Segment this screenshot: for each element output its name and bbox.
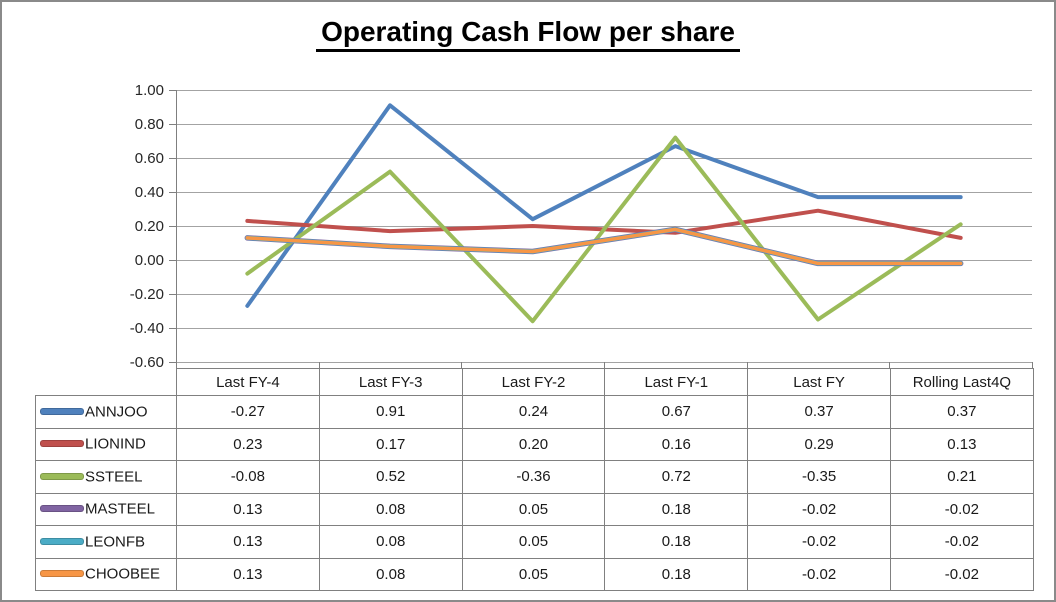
legend-cell-masteel: MASTEEL — [35, 492, 177, 526]
value-cell: 0.20 — [461, 427, 606, 461]
value-cell: 0.67 — [604, 395, 749, 429]
data-table: Last FY-4 Last FY-3 Last FY-2 Last FY-1 Last… — [35, 368, 1034, 591]
value-cell: 0.16 — [604, 427, 749, 461]
value-cell: 0.05 — [461, 557, 606, 591]
value-cell: -0.36 — [461, 460, 606, 494]
series-line-choobee — [245, 227, 963, 266]
value-cell: -0.35 — [747, 460, 891, 494]
series-line-annjoo — [245, 103, 963, 308]
value-cell: 0.13 — [176, 525, 320, 559]
value-cell: 0.37 — [889, 395, 1034, 429]
y-axis-tick-label: 0.40 — [134, 183, 164, 201]
value-cell: 0.29 — [747, 427, 891, 461]
series-name-label: LIONIND — [85, 436, 146, 454]
series-line-lionind — [245, 208, 963, 240]
title-container: Operating Cash Flow per share — [2, 16, 1054, 53]
table-row: LEONFB 0.13 0.08 0.05 0.18 -0.02 -0.02 — [35, 525, 1034, 559]
legend-cell-annjoo: ANNJOO — [35, 395, 177, 429]
legend-cell-ssteel: SSTEEL — [35, 460, 177, 494]
value-cell: -0.27 — [176, 395, 320, 429]
value-cell: -0.02 — [747, 492, 891, 526]
y-axis-tick-label: 0.20 — [134, 217, 164, 235]
value-cell: 0.13 — [176, 492, 320, 526]
value-cell: -0.02 — [747, 525, 891, 559]
value-cell: 0.91 — [318, 395, 463, 429]
value-cell: 0.23 — [176, 427, 320, 461]
value-cell: 0.08 — [318, 557, 463, 591]
value-cell: 0.72 — [604, 460, 749, 494]
value-cell: -0.02 — [889, 492, 1034, 526]
series-name-label: ANNJOO — [85, 403, 148, 421]
value-cell: -0.02 — [889, 557, 1034, 591]
table-row: SSTEEL -0.08 0.52 -0.36 0.72 -0.35 0.21 — [35, 460, 1034, 494]
series-name-label: LEONFB — [85, 533, 146, 551]
y-axis-tick-label: -0.60 — [129, 353, 164, 371]
legend-line-swatch-icon — [40, 570, 84, 578]
series-line-ssteel — [245, 135, 963, 324]
value-cell: 0.13 — [889, 427, 1034, 461]
y-axis-tick-label: 0.80 — [134, 115, 164, 133]
category-header-cell: Last FY — [747, 368, 891, 396]
y-axis-tick-label: -0.40 — [129, 319, 164, 337]
legend-line-swatch-icon — [40, 505, 84, 513]
y-axis-tick-label: 0.60 — [134, 149, 164, 167]
table-row: MASTEEL 0.13 0.08 0.05 0.18 -0.02 -0.02 — [35, 492, 1034, 526]
category-header-cell: Last FY-2 — [461, 368, 606, 396]
category-header-cell: Last FY-1 — [604, 368, 749, 396]
value-cell: 0.21 — [889, 460, 1034, 494]
legend-cell-choobee: CHOOBEE — [35, 557, 177, 591]
legend-line-swatch-icon — [40, 440, 84, 448]
value-cell: 0.52 — [318, 460, 463, 494]
legend-line-swatch-icon — [40, 537, 84, 545]
category-header-cell: Rolling Last4Q — [889, 368, 1034, 396]
value-cell: 0.18 — [604, 557, 749, 591]
value-cell: 0.24 — [461, 395, 606, 429]
table-header-row: Last FY-4 Last FY-3 Last FY-2 Last FY-1 Last… — [36, 368, 1034, 396]
y-axis-tick-label: 0.00 — [134, 251, 164, 269]
value-cell: 0.08 — [318, 492, 463, 526]
value-cell: 0.13 — [176, 557, 320, 591]
series-name-label: SSTEEL — [85, 468, 143, 486]
series-name-label: MASTEEL — [85, 501, 156, 519]
value-cell: 0.18 — [604, 525, 749, 559]
y-axis-tick-label: -0.20 — [129, 285, 164, 303]
value-cell: -0.08 — [176, 460, 320, 494]
legend-cell-lionind: LIONIND — [35, 427, 177, 461]
value-cell: 0.05 — [461, 492, 606, 526]
legend-line-swatch-icon — [40, 407, 84, 415]
value-cell: 0.37 — [747, 395, 891, 429]
table-row: CHOOBEE 0.13 0.08 0.05 0.18 -0.02 -0.02 — [35, 557, 1034, 591]
series-line-leonfb — [245, 227, 963, 266]
chart-title: Operating Cash Flow per share — [316, 16, 740, 53]
legend-cell-leonfb: LEONFB — [35, 525, 177, 559]
value-cell: 0.05 — [461, 525, 606, 559]
category-header-cell: Last FY-3 — [318, 368, 463, 396]
value-cell: 0.08 — [318, 525, 463, 559]
table-row: LIONIND 0.23 0.17 0.20 0.16 0.29 0.13 — [35, 427, 1034, 461]
value-cell: 0.18 — [604, 492, 749, 526]
table-corner-blank-cell — [36, 369, 177, 396]
category-header-cell: Last FY-4 — [176, 368, 320, 396]
legend-line-swatch-icon — [40, 472, 84, 480]
value-cell: -0.02 — [889, 525, 1034, 559]
series-name-label: CHOOBEE — [85, 566, 161, 584]
value-cell: -0.02 — [747, 557, 891, 591]
table-row: ANNJOO -0.27 0.91 0.24 0.67 0.37 0.37 — [35, 395, 1034, 429]
y-axis-tick-label: 1.00 — [134, 81, 164, 99]
value-cell: 0.17 — [318, 427, 463, 461]
